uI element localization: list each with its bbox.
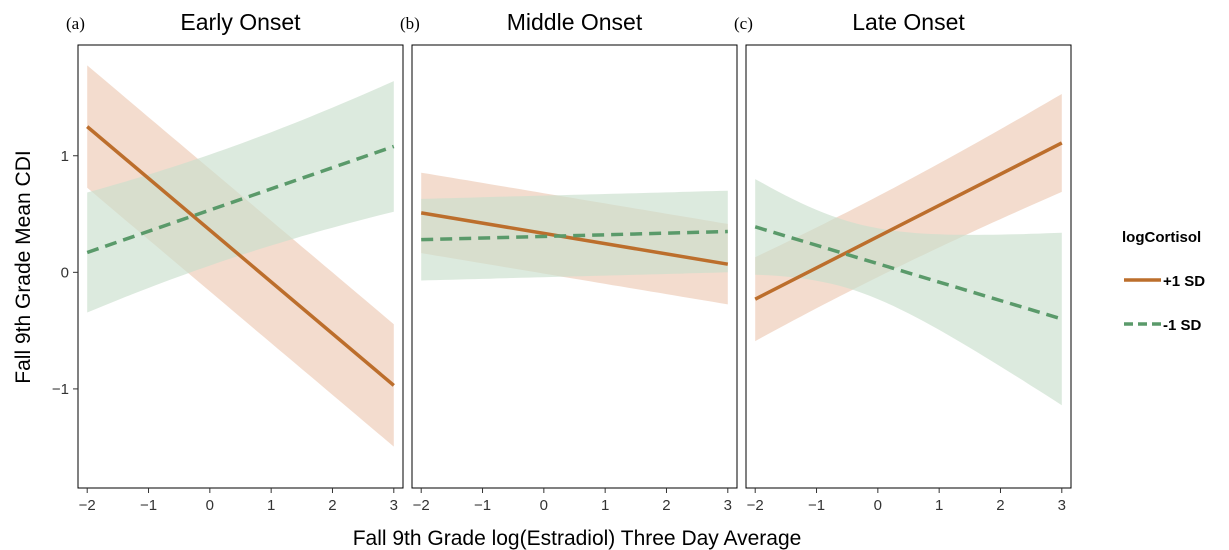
series-line-high-early-onset xyxy=(86,125,395,387)
x-tick-label-early-onset: −1 xyxy=(140,497,157,514)
y-axis-title: Fall 9th Grade Mean CDI xyxy=(12,150,35,383)
panel-title-middle-onset: Middle Onset xyxy=(507,9,643,35)
series-line-low-early-onset xyxy=(86,144,395,255)
y-tick-label: −1 xyxy=(52,381,69,398)
x-tick-label-early-onset: 0 xyxy=(206,497,214,514)
x-tick-label-late-onset: −1 xyxy=(808,497,825,514)
x-tick-label-early-onset: 3 xyxy=(390,497,398,514)
ci-band-low-early-onset xyxy=(87,81,394,313)
panel-late-onset: −2 −1 0 1 2 3 Late Onset (c) xyxy=(734,9,1072,514)
panel-letter-late-onset: (c) xyxy=(734,14,753,33)
panel-frame-late-onset xyxy=(745,44,1072,489)
panel-early-onset: −2 −1 0 1 2 3 Early Onset (a) xyxy=(66,9,404,514)
x-tick-label-middle-onset: 1 xyxy=(601,497,609,514)
series-line-low-middle-onset xyxy=(421,229,728,242)
y-tick-label: 1 xyxy=(61,148,69,165)
series-line-low-late-onset xyxy=(754,225,1063,321)
x-tick-label-late-onset: 2 xyxy=(996,497,1004,514)
x-tick-label-late-onset: 3 xyxy=(1058,497,1066,514)
y-axis: −1 0 1 xyxy=(52,148,78,398)
panel-title-late-onset: Late Onset xyxy=(852,9,965,35)
y-tick-label: 0 xyxy=(61,264,69,281)
x-tick-label-early-onset: 1 xyxy=(267,497,275,514)
series-line-high-late-onset xyxy=(754,141,1063,301)
legend-label-low: -1 SD xyxy=(1163,317,1202,334)
x-tick-label-middle-onset: −2 xyxy=(413,497,430,514)
x-tick-label-early-onset: 2 xyxy=(328,497,336,514)
x-tick-label-late-onset: 0 xyxy=(874,497,882,514)
panel-frame-early-onset xyxy=(77,44,404,489)
series-line-high-middle-onset xyxy=(420,211,729,266)
ci-band-low-late-onset xyxy=(755,179,1062,406)
x-tick-label-late-onset: 1 xyxy=(935,497,943,514)
legend: logCortisol +1 SD -1 SD xyxy=(1122,229,1205,334)
x-tick-label-late-onset: −2 xyxy=(747,497,764,514)
x-tick-label-middle-onset: 2 xyxy=(662,497,670,514)
legend-title: logCortisol xyxy=(1122,229,1201,246)
panel-letter-middle-onset: (b) xyxy=(400,14,420,33)
panel-middle-onset: −2 −1 0 1 2 3 Middle Onset (b) xyxy=(400,9,738,514)
x-tick-label-middle-onset: 3 xyxy=(724,497,732,514)
x-tick-label-middle-onset: 0 xyxy=(540,497,548,514)
panel-letter-early-onset: (a) xyxy=(66,14,85,33)
x-tick-label-early-onset: −2 xyxy=(79,497,96,514)
x-axis-title: Fall 9th Grade log(Estradiol) Three Day … xyxy=(353,527,802,550)
panels: −2 −1 0 1 2 3 Early Onset (a) −2 −1 0 1 2 3 Middle Ons… xyxy=(66,9,1072,514)
x-tick-label-middle-onset: −1 xyxy=(474,497,491,514)
panel-title-early-onset: Early Onset xyxy=(180,9,301,35)
legend-label-high: +1 SD xyxy=(1163,273,1205,290)
panel-frame-middle-onset xyxy=(411,44,738,489)
